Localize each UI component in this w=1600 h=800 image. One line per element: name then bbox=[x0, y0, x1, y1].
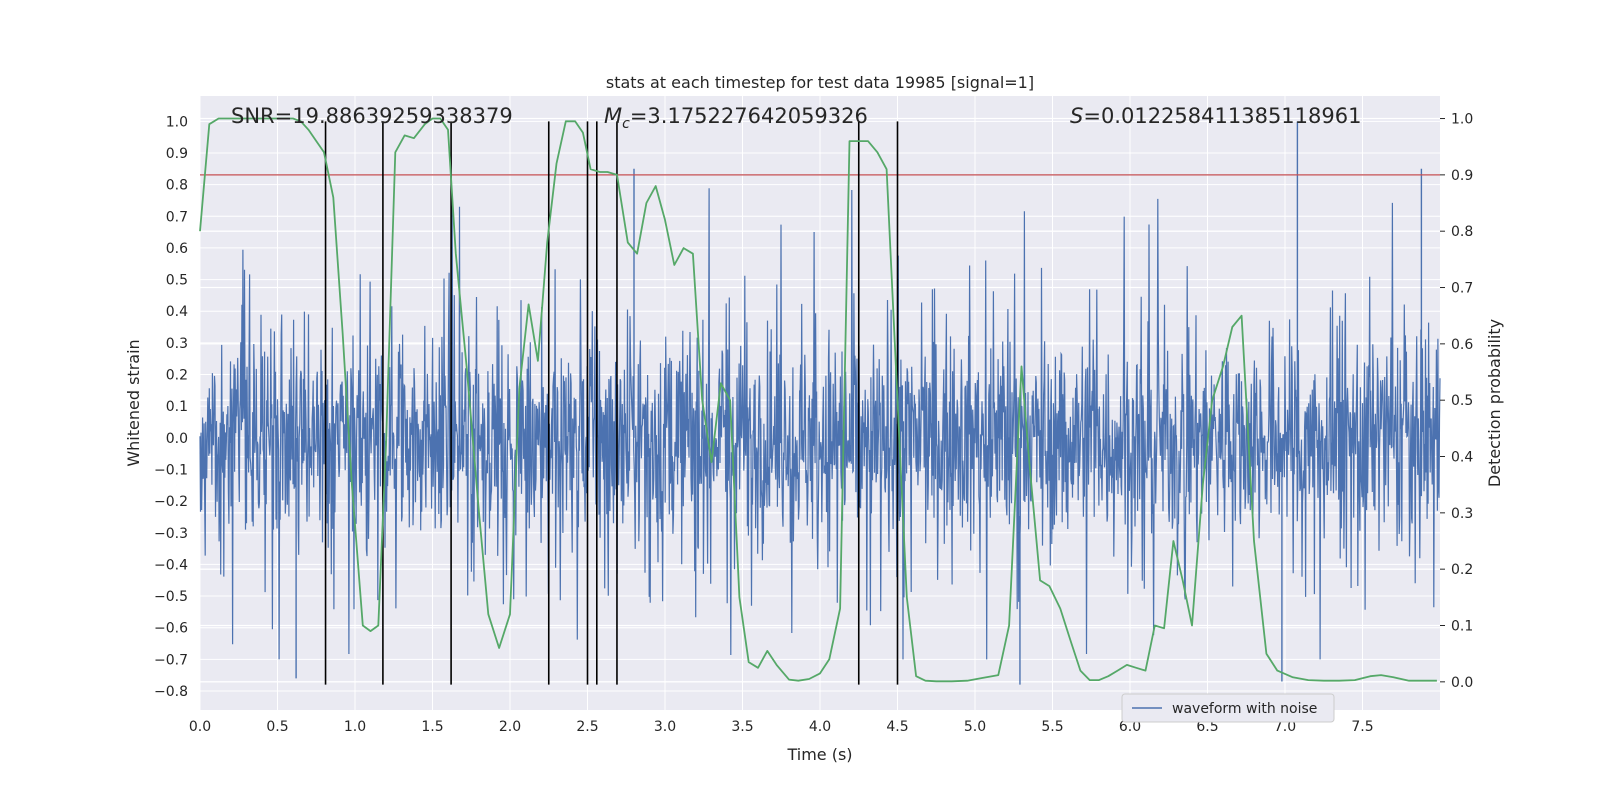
x-tick-label: 5.0 bbox=[964, 719, 986, 735]
y-left-tick-label: 0.8 bbox=[166, 178, 188, 194]
mc-subscript: c bbox=[622, 116, 630, 132]
detection-probability-line bbox=[199, 117, 1437, 683]
y-left-tick-label: −0.4 bbox=[154, 557, 188, 573]
y-left-tick-label: −0.2 bbox=[154, 494, 188, 510]
legend: waveform with noise bbox=[1121, 693, 1335, 723]
y-left-tick-label: 0.6 bbox=[166, 241, 188, 257]
y-left-axis-label: Whitened strain bbox=[124, 339, 143, 466]
x-tick-label: 6.5 bbox=[1196, 719, 1218, 735]
y-left-tick-label: 1.0 bbox=[166, 114, 188, 130]
x-tick-label: 7.0 bbox=[1274, 719, 1296, 735]
y-left-tick-label: 0.9 bbox=[166, 146, 188, 162]
y-right-tick-label: 0.3 bbox=[1451, 506, 1473, 522]
y-right-tick-label: 0.9 bbox=[1451, 168, 1473, 184]
x-tick-label: 3.0 bbox=[654, 719, 676, 735]
legend-box bbox=[1121, 693, 1335, 723]
x-tick-label: 4.5 bbox=[886, 719, 908, 735]
y-right-tick-label: 0.1 bbox=[1451, 619, 1473, 635]
x-axis-label: Time (s) bbox=[786, 745, 852, 764]
waveform-series bbox=[199, 121, 1441, 685]
y-left-tick-label: −0.6 bbox=[154, 621, 188, 637]
waveform-noise-trace bbox=[199, 188, 1441, 660]
y-right-tick-label: 1.0 bbox=[1451, 112, 1473, 128]
y-left-tick-label: −0.3 bbox=[154, 526, 188, 542]
x-tick-label: 7.5 bbox=[1351, 719, 1373, 735]
x-tick-label: 3.5 bbox=[731, 719, 753, 735]
y-left-tick-label: −0.1 bbox=[154, 462, 188, 478]
x-axis-ticks: 0.0 0.5 1.0 1.5 2.0 2.5 3.0 3.5 4.0 4.5 5.0 5.5 6.0 6… bbox=[189, 719, 1374, 735]
x-tick-label: 2.5 bbox=[576, 719, 598, 735]
s-value: =0.012258411385118961 bbox=[1083, 104, 1361, 128]
y-right-tick-label: 0.8 bbox=[1451, 224, 1473, 240]
y-left-tick-label: −0.5 bbox=[154, 589, 188, 605]
right-axis-ticks: 1.0 0.9 0.8 0.7 0.6 0.5 0.4 0.3 0.2 0.1 0.0 bbox=[1440, 112, 1473, 691]
x-tick-label: 1.0 bbox=[344, 719, 366, 735]
y-left-tick-label: −0.7 bbox=[154, 652, 188, 668]
x-tick-label: 1.5 bbox=[421, 719, 443, 735]
x-tick-label: 5.5 bbox=[1041, 719, 1063, 735]
s-annotation: S=0.012258411385118961 bbox=[1070, 104, 1361, 128]
x-tick-label: 4.0 bbox=[809, 719, 831, 735]
x-tick-label: 0.0 bbox=[189, 719, 211, 735]
y-right-tick-label: 0.7 bbox=[1451, 281, 1473, 297]
y-right-tick-label: 0.4 bbox=[1451, 450, 1473, 466]
y-left-tick-label: 0.3 bbox=[166, 336, 188, 352]
x-tick-label: 6.0 bbox=[1119, 719, 1141, 735]
y-left-tick-label: −0.8 bbox=[154, 684, 188, 700]
y-left-tick-label: 0.2 bbox=[166, 368, 188, 384]
left-axis-ticks: 1.0 0.9 0.8 0.7 0.6 0.5 0.4 0.3 0.2 0.1 0.0 −0.1 −0.… bbox=[154, 114, 188, 700]
y-right-axis-label: Detection probability bbox=[1485, 319, 1504, 487]
chart-title: stats at each timestep for test data 199… bbox=[606, 73, 1034, 92]
x-tick-label: 2.0 bbox=[499, 719, 521, 735]
mc-symbol: M bbox=[604, 104, 622, 128]
s-symbol: S bbox=[1070, 104, 1083, 128]
detection-probability-series bbox=[199, 117, 1437, 683]
x-tick-label: 0.5 bbox=[266, 719, 288, 735]
legend-label: waveform with noise bbox=[1172, 701, 1317, 717]
y-right-tick-label: 0.2 bbox=[1451, 562, 1473, 578]
snr-annotation: SNR=19.88639259338379 bbox=[231, 104, 513, 128]
y-left-tick-label: 0.1 bbox=[166, 399, 188, 415]
y-left-tick-label: 0.0 bbox=[166, 431, 188, 447]
y-right-tick-label: 0.5 bbox=[1451, 393, 1473, 409]
y-left-tick-label: 0.7 bbox=[166, 209, 188, 225]
y-left-tick-label: 0.5 bbox=[166, 273, 188, 289]
mc-value: =3.175227642059326 bbox=[630, 104, 868, 128]
y-left-tick-label: 0.4 bbox=[166, 304, 188, 320]
chirp-mass-annotation: Mc=3.175227642059326 bbox=[604, 104, 868, 132]
y-right-tick-label: 0.0 bbox=[1451, 675, 1473, 691]
y-right-tick-label: 0.6 bbox=[1451, 337, 1473, 353]
vertical-markers bbox=[324, 121, 899, 685]
